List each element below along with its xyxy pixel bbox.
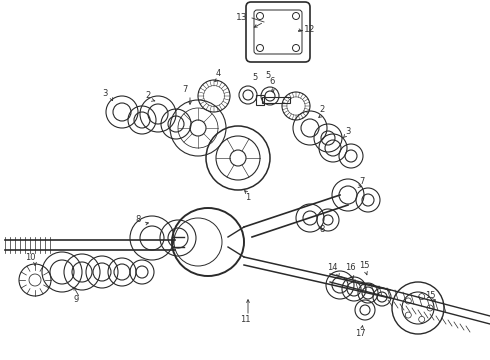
Bar [256,95,264,105]
Text: 3: 3 [345,127,351,136]
Text: 7: 7 [182,85,188,94]
Text: 9: 9 [74,296,78,305]
Text: 1: 1 [245,194,250,202]
Text: 6: 6 [270,77,275,86]
Text: 8: 8 [319,225,325,234]
Text: 7: 7 [359,177,365,186]
Text: 3: 3 [102,90,108,99]
Text: 12: 12 [304,26,316,35]
Text: 2: 2 [146,90,150,99]
Text: 11: 11 [240,315,250,324]
Text: 13: 13 [236,13,248,22]
Text: 14: 14 [327,264,337,273]
Bar [262,97,290,103]
Text: 15: 15 [359,261,369,270]
Text: 4: 4 [216,69,220,78]
Text: 16: 16 [344,264,355,273]
Text: 8: 8 [135,216,141,225]
Text: 17: 17 [355,328,366,338]
Text: 5: 5 [252,73,258,82]
Text: 15: 15 [425,292,435,301]
Text: 2: 2 [319,105,325,114]
Text: 5: 5 [266,72,270,81]
Text: 10: 10 [25,253,35,262]
